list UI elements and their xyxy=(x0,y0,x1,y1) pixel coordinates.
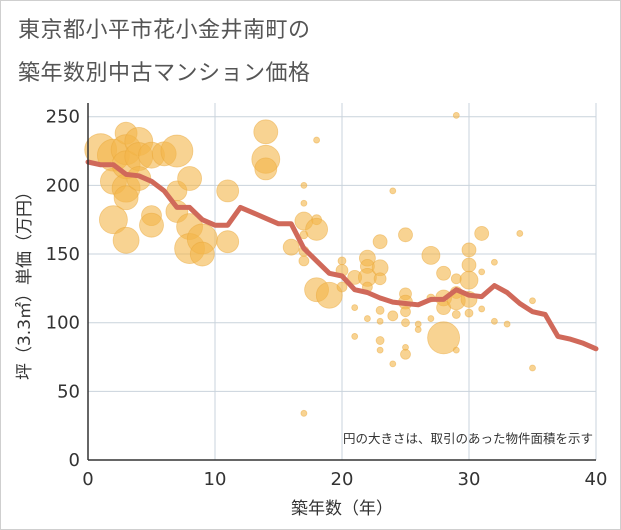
bubble-point xyxy=(300,409,308,417)
bubble-point xyxy=(375,305,385,315)
y-tick-label: 100 xyxy=(46,313,80,334)
bubble-point xyxy=(336,281,348,293)
bubble-point xyxy=(461,257,477,273)
bubble-point xyxy=(529,297,536,305)
bubble-point xyxy=(427,321,461,355)
bubble-point xyxy=(298,255,310,267)
bubble-point xyxy=(139,212,164,238)
bubble-point xyxy=(398,227,413,243)
bubble-point xyxy=(253,119,279,145)
trend-line xyxy=(85,159,599,352)
bubble-point xyxy=(401,318,410,328)
bubble-point xyxy=(363,315,371,322)
size-legend-note: 円の大きさは、取引のあった物件面積を示す xyxy=(343,431,593,446)
bubble-point xyxy=(189,241,215,267)
bubble-point xyxy=(216,179,240,203)
bubble-point xyxy=(376,346,384,354)
x-tick-label: 30 xyxy=(458,469,481,490)
bubble-point xyxy=(351,304,359,311)
x-tick-label: 20 xyxy=(331,469,354,490)
bubble-point xyxy=(452,346,460,354)
bubble-series xyxy=(84,111,536,417)
bubble-point xyxy=(529,364,536,372)
bubble-point xyxy=(389,360,397,368)
bubble-point xyxy=(337,256,347,266)
bubble-point xyxy=(300,181,308,189)
bubble-point xyxy=(315,281,343,309)
bubble-point xyxy=(351,333,359,340)
bubble-point xyxy=(516,230,524,237)
bubble-point xyxy=(387,310,399,322)
bubble-point xyxy=(99,205,128,235)
bubble-point xyxy=(478,305,486,313)
bubble-point xyxy=(503,320,511,328)
bubble-point xyxy=(400,306,411,318)
bubble-point xyxy=(478,268,486,276)
x-tick-label: 40 xyxy=(585,469,608,490)
bubble-point xyxy=(451,310,461,319)
bubble-point xyxy=(490,258,498,266)
bubble-point xyxy=(177,166,203,191)
bubble-point xyxy=(313,136,321,144)
bubble-point xyxy=(427,315,435,322)
bubble-point xyxy=(464,308,474,318)
y-tick-label: 50 xyxy=(57,381,80,402)
y-tick-label: 150 xyxy=(46,244,80,265)
bubble-point xyxy=(400,348,411,360)
bubble-point xyxy=(113,185,139,211)
tick-labels: 0 10 20 30 40 0 50 100 150 200 250 xyxy=(46,107,608,490)
y-tick-label: 250 xyxy=(46,107,80,128)
y-tick-label: 200 xyxy=(46,175,80,196)
bubble-point xyxy=(459,270,479,290)
chart-title-line-1: 東京都小平市花小金井南町の xyxy=(18,18,311,43)
bubble-point xyxy=(216,230,240,254)
bubble-point xyxy=(372,234,388,250)
chart-title-line-2: 築年数別中古マンション価格 xyxy=(18,61,311,86)
bubble-point xyxy=(436,265,452,281)
bubble-point xyxy=(112,226,140,254)
bubble-point xyxy=(305,217,329,241)
x-tick-label: 0 xyxy=(82,469,93,490)
bubble-point xyxy=(300,199,308,207)
y-tick-label: 0 xyxy=(69,450,80,471)
x-tick-label: 10 xyxy=(204,469,227,490)
bubble-point xyxy=(490,317,498,325)
bubble-point xyxy=(254,157,278,181)
bubble-point xyxy=(474,226,490,241)
y-axis-label: 坪（3.3㎡）単価（万円） xyxy=(15,183,35,380)
bubble-point xyxy=(421,246,441,265)
bubble-point xyxy=(376,317,384,325)
bubble-point xyxy=(373,272,387,286)
bubble-point xyxy=(160,134,194,168)
bubble-point xyxy=(452,111,460,119)
axes xyxy=(87,103,596,461)
x-axis-label: 築年数（年） xyxy=(291,499,393,519)
bubble-point xyxy=(375,336,385,345)
bubble-point xyxy=(461,242,477,258)
bubble-point xyxy=(282,238,300,256)
bubble-point xyxy=(414,326,422,333)
bubble-point xyxy=(389,187,397,195)
